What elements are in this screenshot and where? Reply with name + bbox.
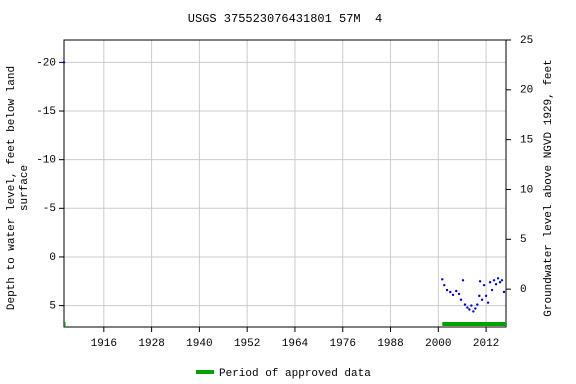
data-point [468,308,471,311]
data-point [484,294,488,298]
data-point [494,282,498,286]
plot-frame [63,39,507,328]
y-tick-label: 5 [49,301,56,313]
approved-period [442,322,506,326]
data-point [498,281,502,284]
data-point [441,278,444,281]
data-point [470,304,473,307]
data-point [486,301,490,304]
data-point [457,292,461,296]
data-point [476,303,479,306]
data-point [488,281,492,284]
data-point [474,307,477,310]
data-point [496,277,500,280]
y2-tick-label: 5 [520,234,527,246]
y2-tick-label: 0 [520,284,527,296]
y2-tick-label: 25 [520,35,533,47]
y-axis-label: surface [19,165,31,211]
data-point [455,289,458,293]
x-tick-label: 1916 [91,338,117,350]
y2-tick-label: 10 [520,184,533,196]
x-tick-label: 1928 [138,338,164,350]
chart-title: USGS 375523076431801 57M 4 [188,12,382,26]
data-point [463,303,467,306]
data-point [480,298,484,301]
x-tick-label: 1952 [234,338,260,350]
data-point [502,290,506,294]
data-point [451,293,455,297]
data-point [472,310,475,313]
data-point [482,283,486,287]
y2-tick-label: 15 [520,135,533,147]
y-axis-label: Depth to water level, feet below land [6,66,18,310]
approved-period [64,322,66,326]
y-tick-label: -5 [43,203,56,215]
data-point [478,294,481,298]
data-point [500,279,504,282]
data-point [62,61,66,64]
y2-axis-label: Groundwater level above NGVD 1929, feet [543,59,555,316]
data-point [492,279,496,282]
y2-tick-label: 20 [520,85,533,97]
data-point [466,306,469,309]
x-tick-label: 2000 [425,338,451,350]
data-point [478,280,482,283]
data-point [461,279,465,282]
x-tick-label: 1988 [377,338,403,350]
data-point [459,298,463,301]
x-tick-label: 1940 [186,338,212,350]
data-point [445,288,449,292]
data-point [443,283,446,287]
legend-label: Period of approved data [219,368,371,380]
x-tick-label: 1964 [282,338,309,350]
data-point [490,288,494,292]
y-tick-label: -10 [36,155,56,167]
x-tick-label: 1976 [330,338,356,350]
y-tick-label: -15 [36,106,56,118]
x-tick-label: 2012 [473,338,499,350]
y-tick-label: 0 [49,252,56,264]
y-tick-label: -20 [36,57,56,69]
data-point [449,290,452,294]
